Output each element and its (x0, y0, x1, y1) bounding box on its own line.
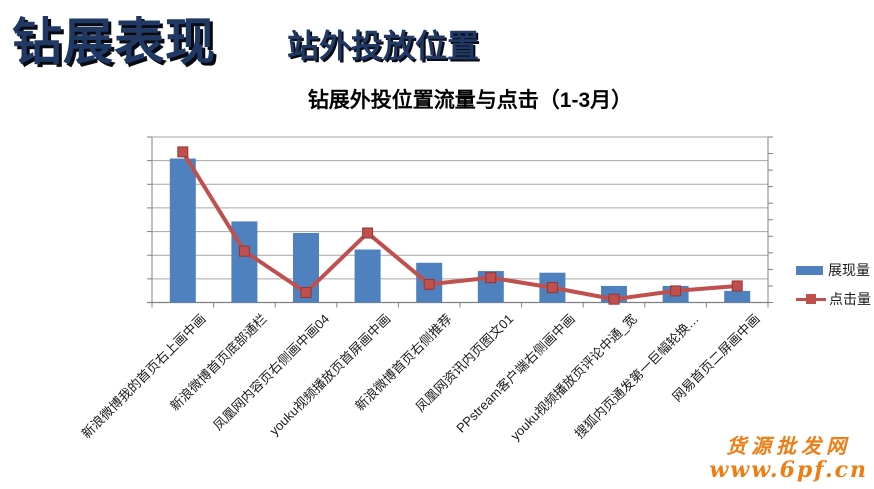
chart-title: 钻展外投位置流量与点击（1-3月） (307, 89, 633, 112)
page-subtitle: 站外投放位置 (287, 28, 480, 64)
legend-item-clicks: 点击量 (796, 291, 871, 307)
legend-label-impressions: 展现量 (828, 262, 870, 278)
watermark-site-name: 货源批发网 (726, 433, 852, 458)
page-title: 钻展表现 (12, 14, 216, 70)
chart-legend: 展现量 点击量 (796, 262, 871, 320)
line-marker-swatch-icon (796, 293, 826, 305)
legend-label-clicks: 点击量 (829, 291, 871, 307)
bar-swatch-icon (796, 265, 823, 275)
legend-item-impressions: 展现量 (796, 262, 871, 278)
watermark: 货源批发网 www.6pf.cn (709, 433, 868, 483)
watermark-url: www.6pf.cn (709, 456, 868, 483)
